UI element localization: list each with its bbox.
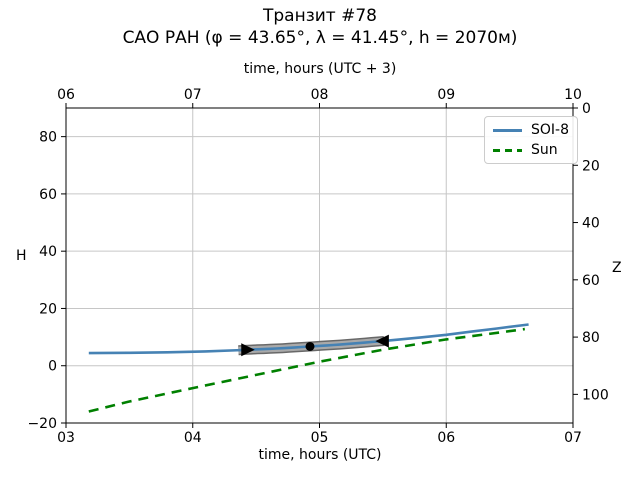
culmination-dot-icon [305, 341, 315, 351]
legend-item-sun: Sun [492, 142, 569, 158]
y-tick-label-left: 20 [39, 301, 57, 317]
sun-line [88, 327, 525, 413]
y-tick-label-right: 60 [582, 273, 600, 289]
y-tick-label-left: −20 [27, 416, 57, 432]
x-tick-label-bottom: 06 [437, 430, 455, 446]
y-tick-label-right: 20 [582, 158, 600, 174]
y-tick-label-left: 60 [39, 187, 57, 203]
y-tick-label-left: 0 [48, 359, 57, 375]
y-tick-label-right: 40 [582, 216, 600, 232]
y-tick-label-left: 80 [39, 130, 57, 146]
legend-item-soi8: SOI-8 [492, 122, 569, 138]
left-axis-label: H [16, 248, 27, 264]
x-tick-label-top: 10 [564, 87, 582, 103]
legend-label-soi8: SOI-8 [531, 122, 569, 138]
x-tick-label-bottom: 03 [57, 430, 75, 446]
transit-end-marker-icon [375, 334, 389, 348]
x-tick-label-bottom: 07 [564, 430, 582, 446]
chart-subtitle: САО РАН (φ = 43.65°, λ = 41.45°, h = 207… [122, 28, 518, 48]
x-tick-label-top: 07 [184, 87, 202, 103]
chart-title: Транзит #78 [263, 6, 377, 26]
top-axis-label: time, hours (UTC + 3) [243, 61, 397, 77]
y-tick-label-right: 80 [582, 330, 600, 346]
legend-label-sun: Sun [531, 142, 558, 158]
legend: SOI-8 Sun [484, 116, 578, 164]
y-tick-label-right: 100 [582, 387, 609, 403]
transit-start-marker-icon [241, 343, 255, 357]
y-tick-label-right: 0 [582, 101, 591, 117]
x-tick-label-bottom: 05 [311, 430, 329, 446]
y-tick-label-left: 40 [39, 244, 57, 260]
x-tick-label-bottom: 04 [184, 430, 202, 446]
x-tick-label-top: 06 [57, 87, 75, 103]
right-axis-label: Z [612, 260, 622, 276]
legend-line-soi8-icon [493, 128, 522, 132]
bottom-axis-label: time, hours (UTC) [258, 447, 382, 463]
x-tick-label-top: 08 [311, 87, 329, 103]
x-tick-label-top: 09 [437, 87, 455, 103]
legend-line-sun-icon [493, 148, 522, 152]
